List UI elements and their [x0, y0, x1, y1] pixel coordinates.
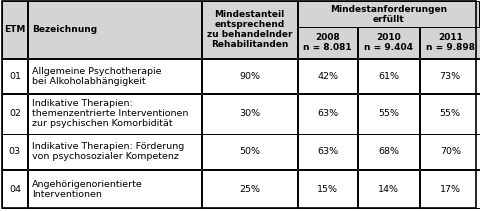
- Bar: [298, 94, 357, 134]
- Bar: [358, 134, 418, 169]
- Text: 30%: 30%: [239, 109, 260, 118]
- Text: 90%: 90%: [239, 72, 260, 81]
- Text: 55%: 55%: [377, 109, 398, 118]
- Bar: [202, 170, 297, 208]
- Bar: [298, 170, 357, 208]
- Text: 01: 01: [9, 72, 21, 81]
- Bar: [298, 134, 357, 169]
- Bar: [358, 59, 418, 93]
- Text: 61%: 61%: [377, 72, 398, 81]
- Text: 63%: 63%: [317, 109, 337, 118]
- Text: 15%: 15%: [317, 185, 337, 194]
- Text: 2008
n = 8.081: 2008 n = 8.081: [303, 33, 351, 53]
- Text: Indikative Therapien:
themenzentrierte Interventionen
zur psychischen Komorbidit: Indikative Therapien: themenzentrierte I…: [32, 99, 188, 128]
- Bar: [28, 1, 201, 58]
- Bar: [298, 1, 478, 27]
- Text: 50%: 50%: [239, 147, 260, 156]
- Text: 03: 03: [9, 147, 21, 156]
- Bar: [28, 134, 201, 169]
- Text: Angehörigenorientierte
Interventionen: Angehörigenorientierte Interventionen: [32, 180, 142, 199]
- Text: 17%: 17%: [439, 185, 460, 194]
- Text: 2010
n = 9.404: 2010 n = 9.404: [363, 33, 412, 53]
- Bar: [202, 94, 297, 134]
- Bar: [202, 59, 297, 93]
- Bar: [298, 59, 357, 93]
- Bar: [358, 170, 418, 208]
- Text: 63%: 63%: [317, 147, 337, 156]
- Bar: [202, 134, 297, 169]
- Bar: [2, 94, 27, 134]
- Bar: [419, 134, 480, 169]
- Bar: [419, 59, 480, 93]
- Bar: [2, 134, 27, 169]
- Bar: [202, 1, 297, 58]
- Bar: [419, 27, 480, 58]
- Bar: [28, 59, 201, 93]
- Text: Allgemeine Psychotherapie
bei Alkoholabhängigkeit: Allgemeine Psychotherapie bei Alkoholabh…: [32, 67, 161, 86]
- Text: 2011
n = 9.898: 2011 n = 9.898: [425, 33, 474, 53]
- Text: 14%: 14%: [377, 185, 398, 194]
- Text: Bezeichnung: Bezeichnung: [32, 25, 96, 34]
- Bar: [419, 170, 480, 208]
- Bar: [28, 94, 201, 134]
- Text: 02: 02: [9, 109, 21, 118]
- Text: 25%: 25%: [239, 185, 260, 194]
- Bar: [358, 27, 418, 58]
- Bar: [298, 27, 357, 58]
- Text: 04: 04: [9, 185, 21, 194]
- Text: 70%: 70%: [439, 147, 460, 156]
- Bar: [2, 1, 27, 58]
- Bar: [419, 94, 480, 134]
- Text: ETM: ETM: [4, 25, 25, 34]
- Text: Mindestanteil
entsprechend
zu behandelnder
Rehabilitanden: Mindestanteil entsprechend zu behandelnd…: [206, 10, 292, 49]
- Bar: [28, 170, 201, 208]
- Bar: [2, 170, 27, 208]
- Text: 42%: 42%: [317, 72, 337, 81]
- Text: 55%: 55%: [439, 109, 460, 118]
- Text: Indikative Therapien: Förderung
von psychosozialer Kompetenz: Indikative Therapien: Förderung von psyc…: [32, 142, 184, 161]
- Text: Mindestanforderungen
erfüllt: Mindestanforderungen erfüllt: [329, 5, 446, 24]
- Text: 68%: 68%: [377, 147, 398, 156]
- Bar: [2, 59, 27, 93]
- Text: 73%: 73%: [439, 72, 460, 81]
- Bar: [358, 94, 418, 134]
